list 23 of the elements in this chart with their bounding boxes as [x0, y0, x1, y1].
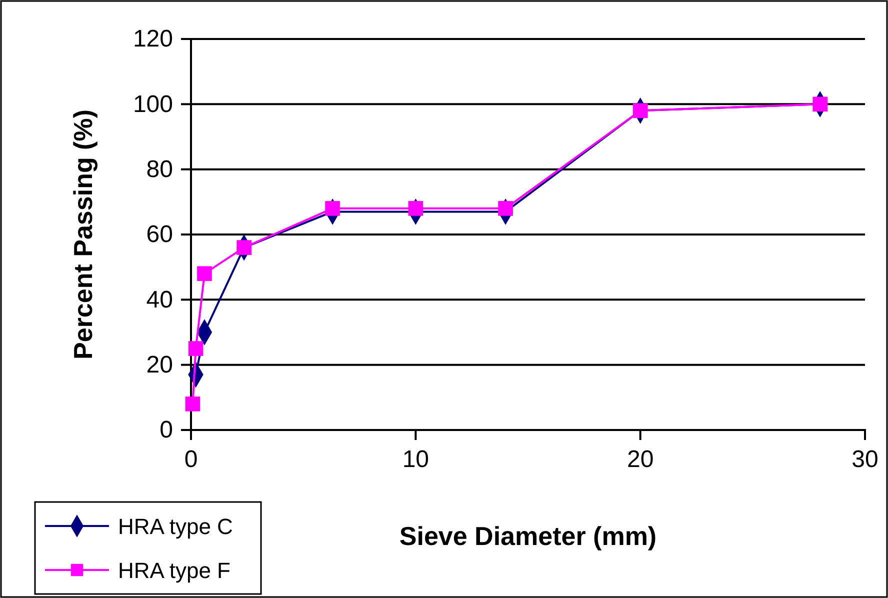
x-tick-label: 0: [184, 446, 198, 474]
point: [197, 266, 212, 282]
y-tick-label: 40: [146, 286, 173, 314]
y-tick-label: 60: [146, 221, 173, 248]
point: [632, 103, 648, 118]
point: [408, 201, 424, 216]
point: [498, 201, 513, 216]
x-tick-label: 20: [626, 446, 654, 474]
x-tick-label: 10: [402, 446, 430, 474]
y-axis-title: Percent Passing (%): [68, 110, 98, 360]
x-axis-title: Sieve Diameter (mm): [399, 521, 657, 551]
point: [325, 201, 340, 216]
point: [812, 96, 828, 112]
x-tick-label: 30: [852, 446, 878, 474]
y-tick-label: 80: [146, 156, 173, 184]
legend-label: HRA type C: [118, 514, 234, 539]
point: [185, 396, 200, 412]
y-tick-label: 100: [132, 90, 173, 118]
y-tick-label: 0: [160, 416, 173, 444]
y-tick-label: 120: [132, 26, 173, 53]
point: [188, 341, 204, 356]
y-tick-label: 20: [146, 352, 173, 379]
legend-label: HRA type F: [118, 558, 230, 583]
